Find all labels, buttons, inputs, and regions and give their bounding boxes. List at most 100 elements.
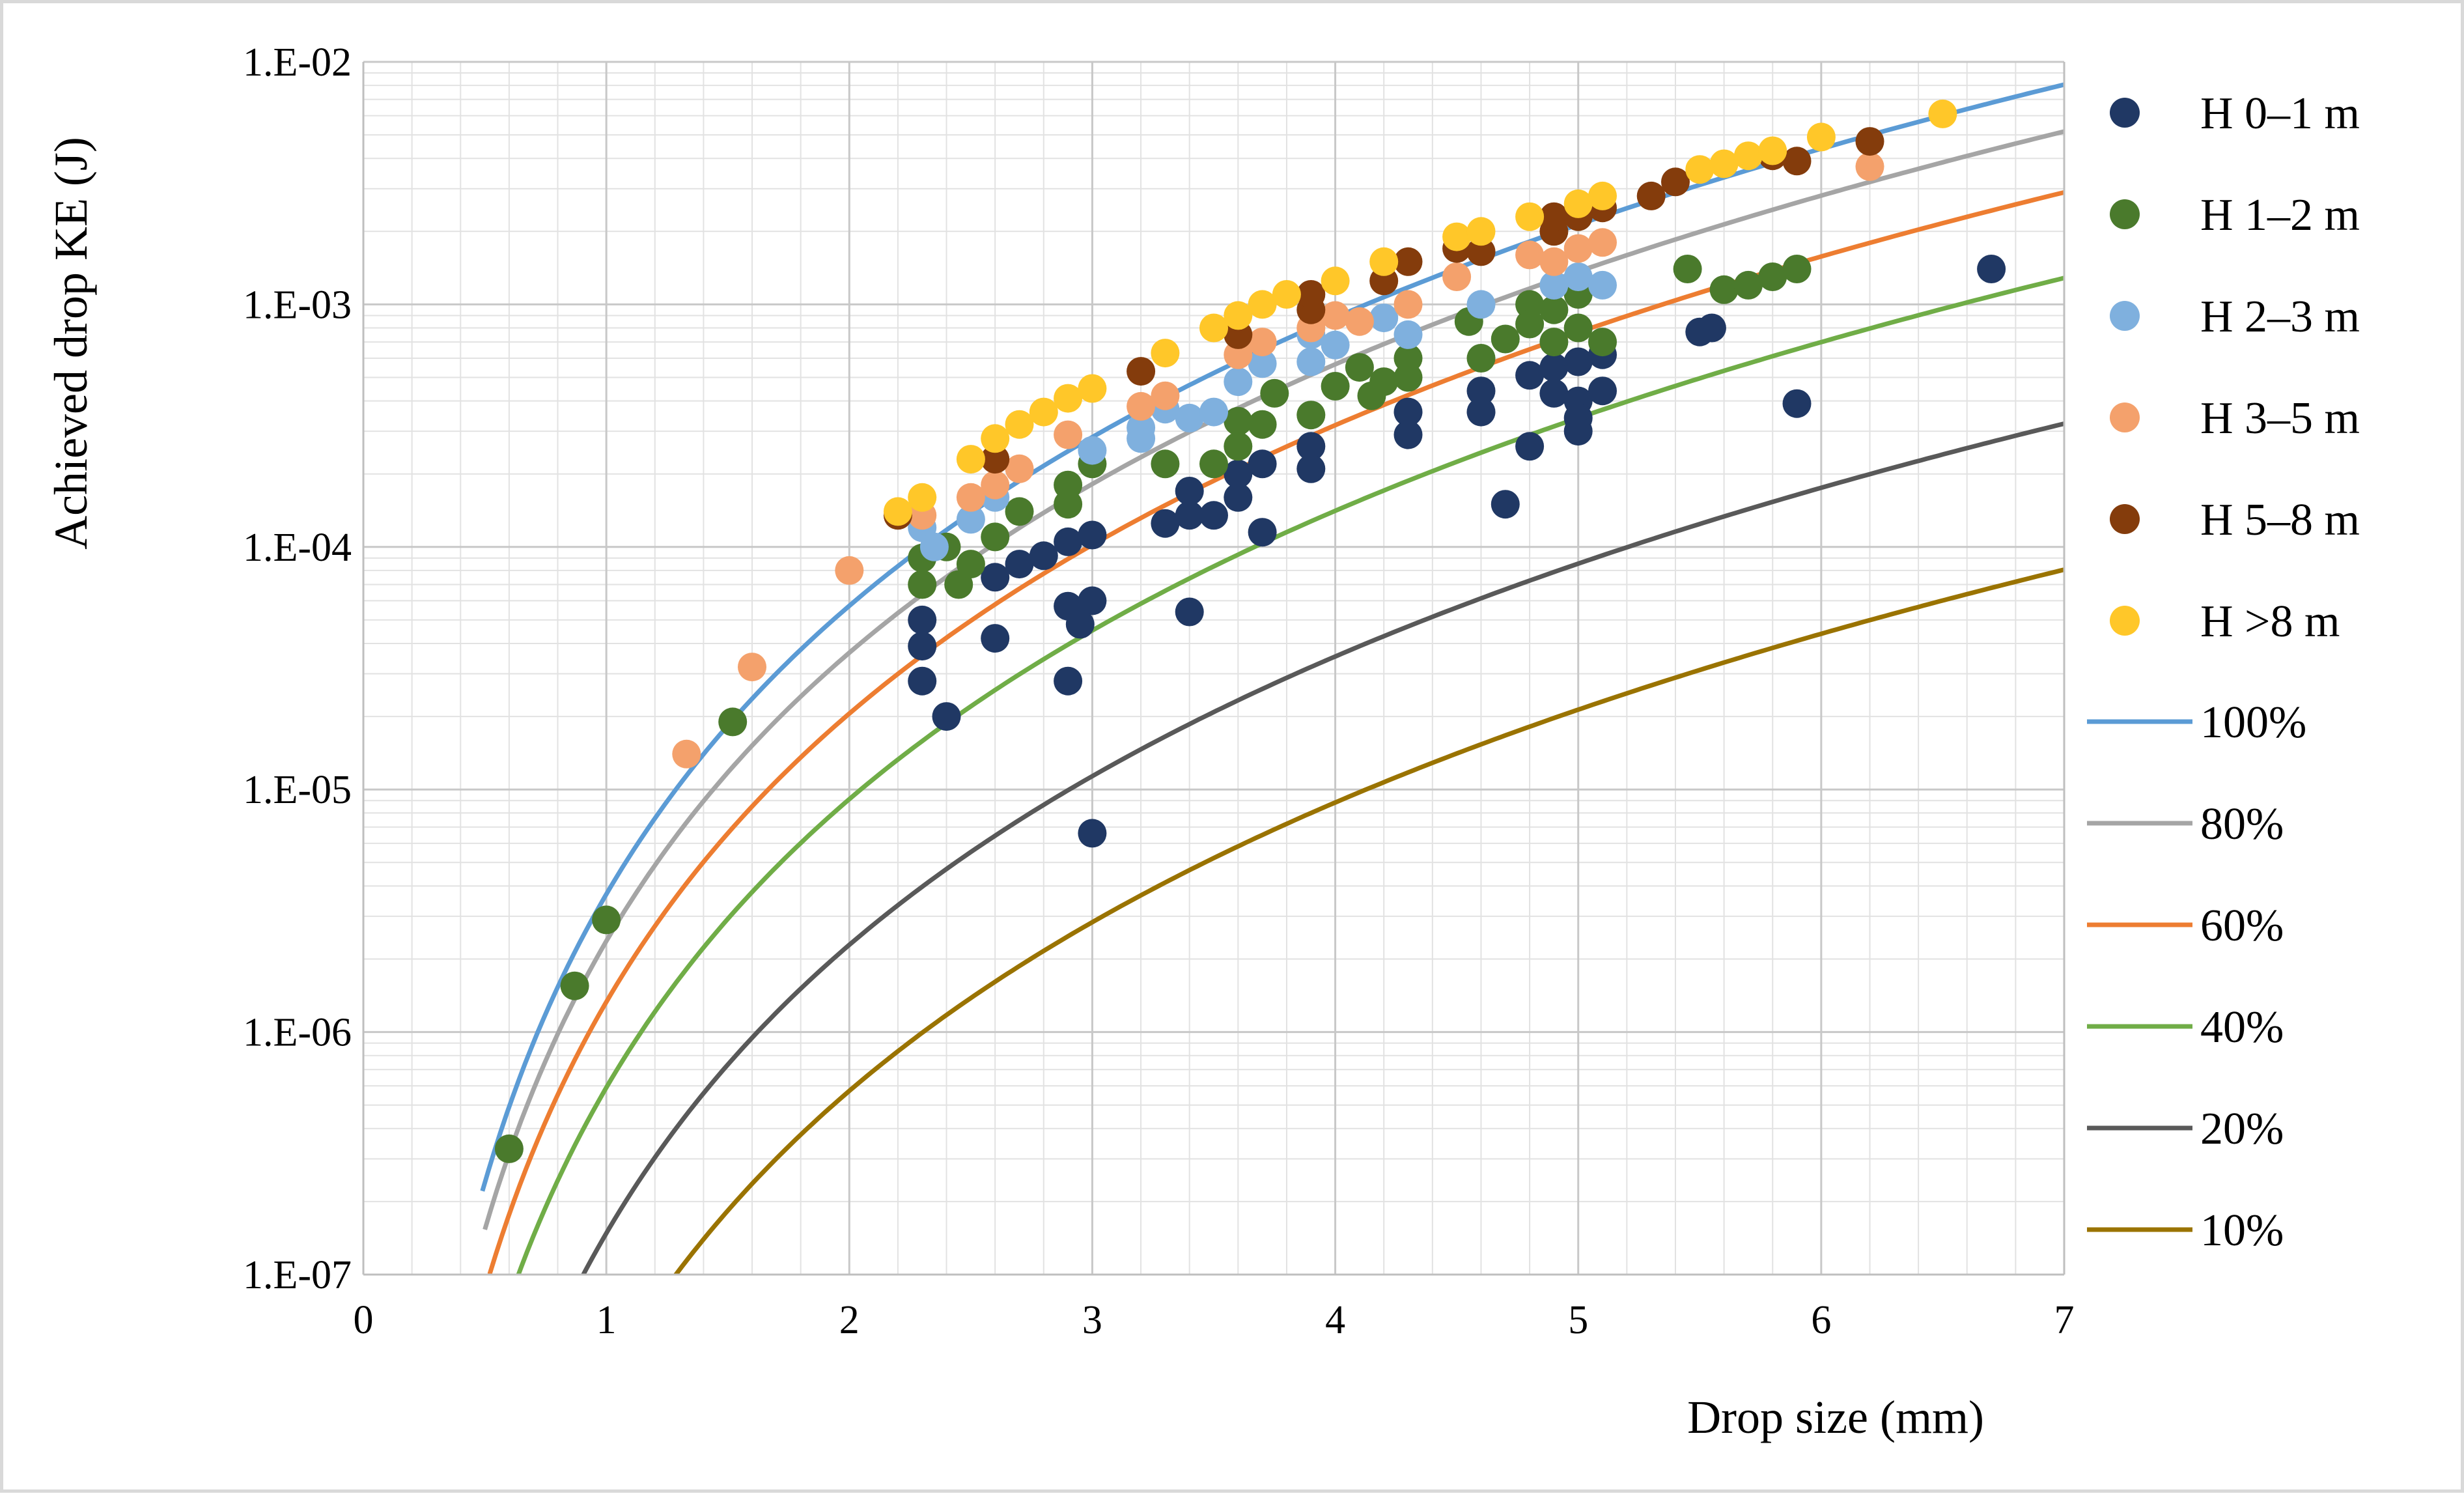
data-point-series-2 (494, 1134, 524, 1163)
data-point-series-4 (1393, 290, 1423, 319)
legend: H 0–1 m H 1–2 m H 2–3 m H 3–5 m H 5–8 m H >8 … (2087, 89, 2360, 1256)
data-point-series-1 (1005, 550, 1034, 579)
data-point-series-3 (1393, 320, 1423, 349)
data-point-series-6 (1928, 99, 1957, 128)
legend-marker-series-3 (2110, 301, 2140, 331)
data-point-series-1 (1782, 389, 1812, 418)
legend-label-100pct: 100% (2200, 698, 2306, 748)
data-point-series-1 (1065, 610, 1095, 639)
data-point-series-1 (1054, 666, 1083, 696)
data-point-series-4 (1855, 152, 1884, 181)
data-point-series-1 (1078, 586, 1107, 615)
data-point-series-3 (1466, 290, 1496, 319)
legend-label-80pct: 80% (2200, 799, 2284, 849)
x-tick-label: 3 (1082, 1298, 1102, 1342)
data-point-series-6 (1685, 155, 1715, 184)
data-point-series-2 (1224, 432, 1253, 461)
data-point-series-4 (1539, 247, 1569, 276)
data-point-series-6 (1806, 122, 1836, 152)
data-point-series-6 (1515, 202, 1545, 231)
data-point-series-2 (1224, 406, 1253, 436)
data-point-series-3 (1078, 436, 1107, 465)
data-point-series-5 (1661, 167, 1690, 197)
data-point-series-5 (1296, 280, 1326, 309)
legend-marker-series-2 (2110, 199, 2140, 229)
data-point-series-6 (1321, 266, 1350, 296)
data-point-series-5 (1127, 357, 1156, 386)
data-point-series-2 (1199, 449, 1228, 479)
data-point-series-2 (1733, 270, 1763, 300)
data-point-series-2 (1248, 410, 1277, 439)
data-point-series-2 (718, 707, 748, 737)
legend-label-series-2: H 1–2 m (2200, 190, 2360, 240)
data-point-series-6 (1005, 410, 1034, 439)
data-point-series-3 (1127, 413, 1156, 442)
legend-marker-series-1 (2110, 98, 2140, 128)
data-point-series-2 (1673, 255, 1702, 283)
data-point-series-2 (1782, 255, 1812, 283)
data-point-series-3 (956, 505, 985, 534)
data-point-series-2 (1005, 497, 1034, 526)
data-point-series-2 (1758, 262, 1787, 291)
data-point-series-3 (1539, 270, 1569, 300)
data-point-series-3 (1296, 347, 1326, 376)
data-point-series-6 (1029, 397, 1058, 427)
scatter-points (494, 99, 2006, 1163)
data-point-series-6 (1466, 217, 1496, 246)
legend-label-40pct: 40% (2200, 1002, 2284, 1052)
data-point-series-5 (1855, 127, 1884, 156)
x-tick-label: 6 (1811, 1298, 1831, 1342)
data-point-series-6 (1369, 247, 1399, 276)
plot-area (363, 62, 2064, 1275)
data-point-series-4 (1127, 391, 1156, 421)
legend-label-series-5: H 5–8 m (2200, 495, 2360, 545)
grid-lines (362, 61, 2065, 1276)
data-point-series-4 (956, 483, 985, 512)
data-point-series-2 (1296, 401, 1326, 430)
data-point-series-6 (1248, 290, 1277, 319)
x-tick-label: 2 (839, 1298, 860, 1342)
data-point-series-3 (1369, 303, 1399, 333)
y-tick-label: 1.E-06 (243, 1011, 352, 1055)
data-point-series-6 (1224, 301, 1253, 330)
data-point-series-4 (1321, 301, 1350, 330)
data-point-series-1 (1466, 376, 1496, 406)
data-point-series-5 (1636, 181, 1666, 210)
data-point-series-1 (908, 632, 937, 661)
data-point-series-2 (1369, 367, 1399, 397)
data-point-series-2 (1491, 324, 1520, 354)
data-point-series-1 (1515, 432, 1545, 461)
x-tick-label: 5 (1568, 1298, 1588, 1342)
data-point-series-1 (1977, 255, 2006, 283)
data-point-series-5 (1539, 202, 1569, 231)
data-point-series-4 (1248, 328, 1277, 357)
data-point-series-2 (1588, 328, 1617, 357)
data-point-series-3 (919, 532, 949, 561)
data-point-series-1 (1175, 597, 1204, 627)
legend-label-series-3: H 2–3 m (2200, 292, 2360, 342)
legend-label-20pct: 20% (2200, 1104, 2284, 1154)
data-point-series-4 (981, 470, 1010, 500)
data-point-series-6 (883, 497, 912, 526)
data-point-series-6 (1078, 374, 1107, 403)
legend-label-series-4: H 3–5 m (2200, 393, 2360, 444)
data-point-series-1 (1248, 518, 1277, 547)
data-point-series-2 (1515, 290, 1545, 319)
data-point-series-3 (1175, 403, 1204, 432)
y-tick-label: 1.E-04 (243, 526, 352, 570)
data-point-series-2 (1466, 344, 1496, 373)
data-point-series-1 (1296, 454, 1326, 483)
x-axis-title: Drop size (mm) (1687, 1391, 1984, 1443)
legend-label-series-1: H 0–1 m (2200, 89, 2360, 139)
data-point-series-3 (1563, 262, 1593, 291)
data-point-series-6 (1563, 189, 1593, 218)
data-point-series-5 (1393, 247, 1423, 276)
data-point-series-6 (1199, 313, 1228, 343)
data-point-series-2 (1539, 295, 1569, 324)
data-point-series-2 (592, 905, 621, 935)
data-point-series-1 (1466, 397, 1496, 427)
data-point-series-3 (1588, 270, 1617, 300)
data-point-series-4 (1563, 234, 1593, 263)
data-point-series-4 (1005, 454, 1034, 483)
x-tick-label: 7 (2054, 1298, 2075, 1342)
